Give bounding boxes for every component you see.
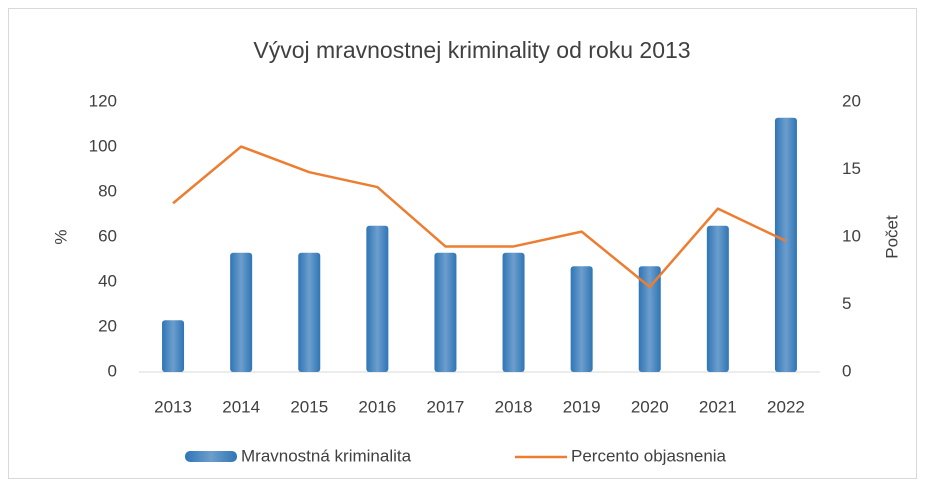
x-tick-label: 2017 [427,397,465,416]
bar [162,320,185,372]
y-tick-label: 20 [98,316,117,335]
y-tick-label: 0 [108,361,117,380]
line [172,145,787,289]
x-tick-label: 2018 [495,397,533,416]
x-tick-label: 2020 [631,397,669,416]
y-axis-title: % [51,229,70,244]
x-tick-label: 2016 [358,397,396,416]
y2-tick-label: 0 [842,361,851,380]
bar [706,225,729,372]
bar [434,252,457,372]
bar [570,266,593,372]
bar [230,252,253,372]
x-tick-label: 2015 [290,397,328,416]
x-tick-label: 2019 [563,397,601,416]
x-tick-label: 2022 [767,397,805,416]
x-tick-label: 2013 [154,397,192,416]
x-tick-label: 2014 [222,397,260,416]
y2-tick-label: 15 [842,159,861,178]
x-tick-label: 2021 [699,397,737,416]
chart-border [8,8,917,479]
y2-tick-label: 5 [842,294,851,313]
y-tick-label: 120 [89,91,117,110]
bar [366,225,389,372]
bar [774,117,797,372]
y2-tick-label: 10 [842,226,861,245]
y-tick-label: 40 [98,271,117,290]
y-tick-label: 80 [98,181,117,200]
chart-title: Vývoj mravnostnej kriminality od roku 20… [253,37,690,63]
y2-tick-label: 20 [842,91,861,110]
legend-label: Percento objasnenia [571,446,727,465]
y2-axis-title: Počet [882,215,901,259]
y-tick-label: 100 [89,136,117,155]
legend-label: Mravnostná kriminalita [241,446,412,465]
bar [298,252,321,372]
legend-swatch [185,451,237,462]
bar [638,266,661,372]
y-tick-label: 60 [98,226,117,245]
bar [502,252,525,372]
